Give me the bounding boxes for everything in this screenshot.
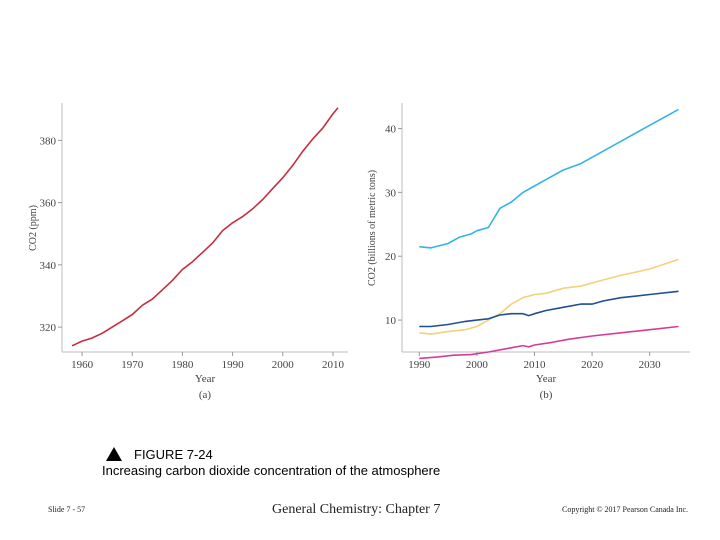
x-tick-label: 1990 [408,359,431,371]
y-tick-label: 380 [40,135,57,147]
x-tick-label: 1970 [121,359,144,371]
x-tick-label: 1960 [71,359,94,371]
slide-number: Slide 7 - 57 [48,505,86,514]
panel-b-xlabel: Year [536,373,557,385]
copyright: Copyright © 2017 Pearson Canada Inc. [562,505,689,514]
y-tick-label: 10 [385,315,397,327]
panel-a-label: (a) [199,389,212,401]
panel-a: 1960 1970 1980 1990 2000 2010 320 340 360 380 Ye… [28,103,348,401]
triangle-icon [106,447,122,461]
panel-a-xlabel: Year [195,373,216,385]
series-line-co2-concentration [71,107,339,347]
figure-number: FIGURE 7-24 [134,447,213,462]
panel-b-label: (b) [540,389,553,401]
y-tick-label: 340 [40,260,57,272]
y-tick-label: 40 [385,124,397,136]
y-tick-label: 20 [385,251,397,263]
x-tick-label: 2010 [322,359,345,371]
x-tick-label: 2010 [523,359,546,371]
series-line-magenta [419,325,679,360]
series-line-navy [419,290,679,328]
figure-title: Increasing carbon dioxide concentration … [102,463,441,478]
series-line-yellow [419,258,679,335]
course-title: General Chemistry: Chapter 7 [272,502,441,517]
y-tick-label: 320 [40,322,57,334]
x-tick-label: 2020 [581,359,604,371]
panel-a-ylabel: CO2 (ppm) [28,205,39,251]
y-tick-label: 30 [385,187,397,199]
x-tick-label: 1980 [171,359,194,371]
y-tick-label: 360 [40,198,57,210]
series-line-cyan [419,108,679,249]
x-tick-label: 2000 [466,359,489,371]
panel-b-ylabel: CO2 (billions of metric tons) [367,170,378,286]
x-tick-label: 1990 [222,359,245,371]
x-tick-label: 2000 [272,359,295,371]
x-tick-label: 2030 [639,359,662,371]
